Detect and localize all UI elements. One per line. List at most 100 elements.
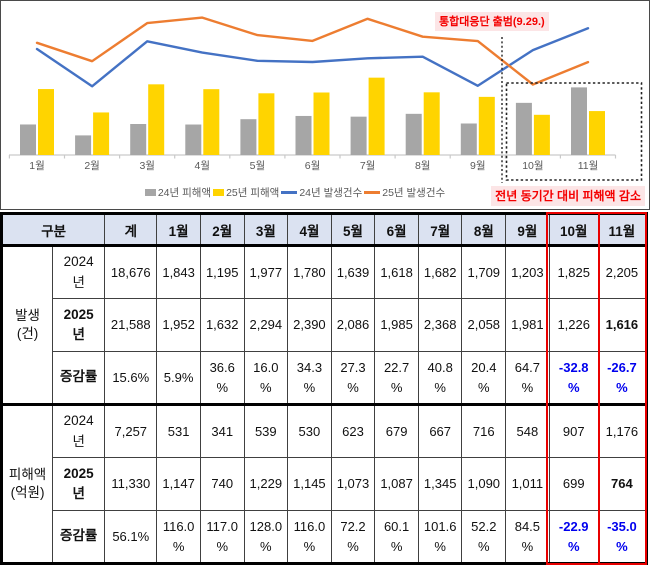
data-cell: 40.8 % — [417, 351, 463, 405]
row-label: 증감률 — [52, 351, 106, 405]
data-cell: 1,176 — [597, 403, 648, 458]
data-cell: 1,229 — [243, 457, 289, 511]
data-cell: 20.4 % — [461, 351, 507, 405]
data-cell: 548 — [505, 403, 550, 458]
data-cell: 1,145 — [287, 457, 332, 511]
legend-swatch-line — [364, 191, 381, 194]
x-axis-label: 3월 — [139, 160, 155, 172]
legend-swatch-line — [281, 191, 298, 194]
data-cell: 64.7 % — [505, 351, 550, 405]
header-cell: 4월 — [287, 213, 332, 247]
table-head: 구분 계 1월 2월 3월 4월 5월 6월 7월 8월 9월 10월 11월 — [0, 213, 648, 247]
data-cell: 1,147 — [156, 457, 201, 511]
bar — [38, 89, 54, 155]
group-2: 피해액 (억원) 2024 년 7,257 531 341 539 530 623 679 667… — [0, 403, 648, 564]
bar — [130, 124, 147, 155]
legend-label: 25년 발생건수 — [382, 187, 446, 199]
data-cell: 531 — [156, 403, 201, 458]
data-table: 구분 계 1월 2월 3월 4월 5월 6월 7월 8월 9월 10월 11월 발생 (건) 2024 년… — [0, 212, 648, 565]
x-axis-label: 6월 — [305, 160, 321, 172]
data-cell: 101.6 % — [417, 510, 463, 564]
header-cell: 2월 — [199, 213, 245, 247]
data-cell: 1,616 — [597, 298, 648, 352]
row-label: 2025 년 — [52, 298, 106, 352]
data-cell: 907 — [548, 403, 599, 458]
data-cell: 1,632 — [199, 298, 245, 352]
data-cell: 36.6 % — [199, 351, 245, 405]
data-cell: 2,368 — [417, 298, 463, 352]
bar — [368, 77, 385, 155]
x-axis-label: 8월 — [415, 160, 431, 172]
legend-item: 24년 발생건수 — [281, 185, 362, 200]
data-cell: 740 — [199, 457, 245, 511]
data-cell: 699 — [548, 457, 599, 511]
decrease-annotation: 전년 동기간 대비 피해액 감소 — [491, 186, 645, 206]
row-label: 2024 년 — [52, 245, 106, 299]
data-cell: 1,011 — [505, 457, 550, 511]
legend-item: 25년 피해액 — [213, 185, 279, 200]
row-label: 증감률 — [52, 510, 106, 564]
launch-annotation: 통합대응단 출범(9.29.) — [435, 12, 549, 31]
data-cell: 7,257 — [104, 403, 158, 458]
header-row: 구분 계 1월 2월 3월 4월 5월 6월 7월 8월 9월 10월 11월 — [0, 213, 648, 247]
header-cell: 10월 — [548, 213, 599, 247]
data-cell: 84.5 % — [505, 510, 550, 564]
data-cell: 2,205 — [597, 245, 648, 299]
data-cell: 116.0 % — [156, 510, 201, 564]
legend-item: 24년 피해액 — [144, 185, 212, 200]
group-1: 발생 (건) 2024 년 18,676 1,843 1,195 1,977 1,780 1,… — [0, 245, 648, 405]
data-cell: 1,843 — [156, 245, 201, 299]
data-cell: 22.7 % — [374, 351, 419, 405]
bar — [20, 124, 36, 155]
x-axis-label: 4월 — [195, 160, 211, 172]
bar — [589, 111, 605, 155]
row-label: 2024 년 — [52, 403, 106, 458]
line-series-1 — [35, 27, 590, 88]
legend-swatch-bar — [213, 189, 225, 196]
data-cell: 1,825 — [548, 245, 599, 299]
table-row: 피해액 (억원) 2024 년 7,257 531 341 539 530 623 679 667… — [0, 403, 648, 564]
row-label: 2025 년 — [52, 457, 106, 511]
data-cell: 27.3 % — [330, 351, 376, 405]
bar — [148, 84, 165, 155]
bar — [350, 116, 367, 155]
line-series-2 — [35, 16, 590, 86]
bar — [258, 93, 275, 155]
legend-label: 25년 피해액 — [226, 187, 280, 199]
bar — [93, 112, 110, 155]
bar — [423, 92, 440, 155]
x-axis-label: 7월 — [360, 160, 376, 172]
bar — [313, 92, 330, 155]
data-cell: 1,977 — [243, 245, 289, 299]
data-cell: 1,981 — [505, 298, 550, 352]
data-cell: 1,087 — [374, 457, 419, 511]
bar — [533, 114, 550, 155]
data-cell: 679 — [374, 403, 419, 458]
bar — [185, 124, 202, 155]
data-cell: -35.0 % — [597, 510, 648, 564]
data-cell: 2,294 — [243, 298, 289, 352]
data-cell: 128.0 % — [243, 510, 289, 564]
table-row: 2025 년 21,588 1,952 1,632 2,294 2,390 2,086 1,9… — [2, 298, 648, 352]
data-cell: 1,952 — [156, 298, 201, 352]
data-cell: 539 — [243, 403, 289, 458]
table-row: 발생 (건) 2024 년 18,676 1,843 1,195 1,977 1,780 1,… — [0, 245, 648, 405]
data-cell: 716 — [461, 403, 507, 458]
bar — [460, 123, 477, 155]
data-cell: 530 — [287, 403, 332, 458]
data-cell: 1,682 — [417, 245, 463, 299]
data-cell: 60.1 % — [374, 510, 419, 564]
data-cell: 72.2 % — [330, 510, 376, 564]
data-cell: 1,709 — [461, 245, 507, 299]
legend-label: 24년 피해액 — [157, 187, 212, 199]
data-cell: 1,090 — [461, 457, 507, 511]
data-cell: 1,195 — [199, 245, 245, 299]
bar — [515, 102, 532, 155]
highlight-months-box — [505, 82, 643, 181]
data-cell: 11,330 — [104, 457, 158, 511]
data-cell: 18,676 — [104, 245, 158, 299]
bar — [295, 115, 312, 155]
data-cell: -22.9 % — [548, 510, 599, 564]
chart-legend: 24년 피해액 25년 피해액 24년 발생건수 25년 발생건수 — [1, 185, 649, 200]
